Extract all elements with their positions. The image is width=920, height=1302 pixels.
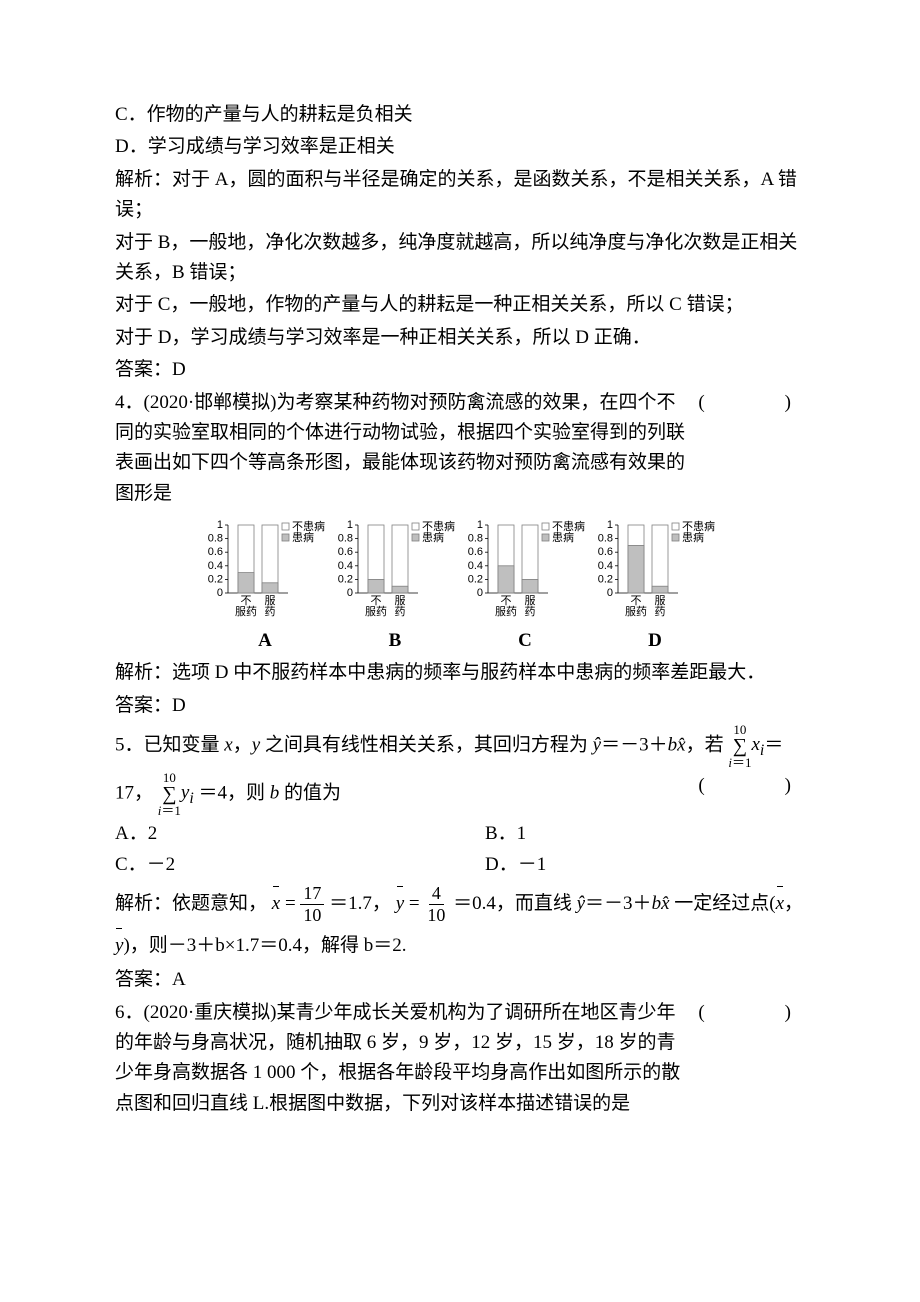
q3-option-c: C．作物的产量与人的耕耘是负相关 <box>115 100 805 130</box>
q5-option-b: B．1 <box>485 819 805 849</box>
chart-svg: 10.80.60.40.20 不患病 患病 不 服药 服 药 <box>200 515 330 625</box>
svg-text:患病: 患病 <box>552 530 574 544</box>
svg-text:0.8: 0.8 <box>598 533 613 545</box>
svg-text:0.6: 0.6 <box>468 546 483 558</box>
chart-label: C <box>460 626 590 656</box>
svg-text:0.2: 0.2 <box>208 573 223 585</box>
sum-xi: 10∑i＝1 xi <box>728 723 764 769</box>
svg-text:药: 药 <box>525 605 536 618</box>
svg-text:服药: 服药 <box>235 605 257 618</box>
q6-stem: 6．(2020·重庆模拟)某青少年成长关爱机构为了调研所在地区青少年的年龄与身高… <box>115 998 805 1120</box>
svg-text:患病: 患病 <box>422 530 444 544</box>
chart-label: B <box>330 626 460 656</box>
chart-label: A <box>200 626 330 656</box>
svg-text:0.8: 0.8 <box>208 533 223 545</box>
q5-solution-line1: 解析：依题意知， x = 1710 ＝1.7， y = 410 ＝0.4，而直线… <box>115 884 805 925</box>
svg-text:0: 0 <box>607 587 613 599</box>
q4-chart-d: 10.80.60.40.20 不患病 患病 不 服药 服 药 D <box>590 515 720 656</box>
svg-text:药: 药 <box>655 605 666 618</box>
q4-solution: 解析：选项 D 中不服药样本中患病的频率与服药样本中患病的频率差距最大． <box>115 658 805 688</box>
svg-text:0.8: 0.8 <box>338 533 353 545</box>
q5-option-c: C．－2 <box>115 850 485 880</box>
q3-solution-c: 对于 C，一般地，作物的产量与人的耕耘是一种正相关关系，所以 C 错误； <box>115 290 805 320</box>
svg-text:服药: 服药 <box>495 605 517 618</box>
q3-solution-a: 解析：对于 A，圆的面积与半径是确定的关系，是函数关系，不是相关关系，A 错误； <box>115 165 805 226</box>
q5-pre: 5．已知变量 <box>115 735 224 756</box>
svg-text:不患病: 不患病 <box>292 519 325 533</box>
q6-paren: ( ) <box>698 998 805 1120</box>
q4-stem-text: 4．(2020·邯郸模拟)为考察某种药物对预防禽流感的效果，在四个不同的实验室取… <box>115 388 688 510</box>
q4-paren: ( ) <box>698 388 805 510</box>
q5-option-d: D．－1 <box>485 850 805 880</box>
svg-text:0.8: 0.8 <box>468 533 483 545</box>
svg-text:1: 1 <box>217 519 223 531</box>
frac-17-10: 1710 <box>300 884 324 925</box>
q5-stem-line2: 17， 10∑i＝1 yi ＝4，则 b 的值为 ( ) <box>115 771 805 817</box>
svg-text:0.6: 0.6 <box>598 546 613 558</box>
q5-solution-line2: y)，则－3＋b×1.7＝0.4，解得 b＝2. <box>115 931 805 961</box>
q3-option-d: D．学习成绩与学习效率是正相关 <box>115 132 805 162</box>
q5-stem-line1: 5．已知变量 x，y 之间具有线性相关关系，其回归方程为 ŷ＝－3＋bx̂，若 … <box>115 723 805 769</box>
chart-svg: 10.80.60.40.20 不患病 患病 不 服药 服 药 <box>460 515 590 625</box>
svg-text:1: 1 <box>607 519 613 531</box>
q5-options-row1: A．2 B．1 <box>115 819 805 849</box>
sum-yi: 10∑i＝1 yi <box>158 771 194 817</box>
chart-svg: 10.80.60.40.20 不患病 患病 不 服药 服 药 <box>590 515 720 625</box>
q3-solution-d: 对于 D，学习成绩与学习效率是一种正相关关系，所以 D 正确． <box>115 323 805 353</box>
q4-charts-row: 10.80.60.40.20 不患病 患病 不 服药 服 药 A 1 <box>115 515 805 656</box>
svg-text:0: 0 <box>347 587 353 599</box>
svg-text:药: 药 <box>265 605 276 618</box>
svg-text:0.4: 0.4 <box>598 560 613 572</box>
q5-options-row2: C．－2 D．－1 <box>115 850 805 880</box>
svg-text:0.6: 0.6 <box>208 546 223 558</box>
svg-text:0.4: 0.4 <box>468 560 483 572</box>
var-x: x <box>224 735 232 756</box>
q4-chart-b: 10.80.60.40.20 不患病 患病 不 服药 服 药 B <box>330 515 460 656</box>
svg-text:1: 1 <box>347 519 353 531</box>
svg-text:0.2: 0.2 <box>468 573 483 585</box>
frac-4-10: 410 <box>424 884 448 925</box>
q4-answer: 答案：D <box>115 691 805 721</box>
chart-label: D <box>590 626 720 656</box>
q3-answer: 答案：D <box>115 355 805 385</box>
svg-text:服药: 服药 <box>365 605 387 618</box>
svg-text:患病: 患病 <box>292 530 314 544</box>
q4-stem: 4．(2020·邯郸模拟)为考察某种药物对预防禽流感的效果，在四个不同的实验室取… <box>115 388 805 510</box>
svg-text:0.4: 0.4 <box>338 560 353 572</box>
q5-option-a: A．2 <box>115 819 485 849</box>
q5-paren: ( ) <box>698 771 805 817</box>
svg-text:1: 1 <box>477 519 483 531</box>
q4-chart-c: 10.80.60.40.20 不患病 患病 不 服药 服 药 C <box>460 515 590 656</box>
chart-svg: 10.80.60.40.20 不患病 患病 不 服药 服 药 <box>330 515 460 625</box>
svg-text:0.2: 0.2 <box>598 573 613 585</box>
eq-yhat: ŷ <box>593 735 601 756</box>
svg-text:0.6: 0.6 <box>338 546 353 558</box>
svg-text:服药: 服药 <box>625 605 647 618</box>
svg-text:0: 0 <box>477 587 483 599</box>
svg-text:不患病: 不患病 <box>682 519 715 533</box>
svg-text:0: 0 <box>217 587 223 599</box>
svg-text:不患病: 不患病 <box>422 519 455 533</box>
q4-chart-a: 10.80.60.40.20 不患病 患病 不 服药 服 药 A <box>200 515 330 656</box>
svg-text:患病: 患病 <box>682 530 704 544</box>
xbar: x <box>272 889 280 919</box>
q5-answer: 答案：A <box>115 965 805 995</box>
svg-text:0.4: 0.4 <box>208 560 223 572</box>
ybar: y <box>396 889 404 919</box>
q3-solution-b: 对于 B，一般地，净化次数越多，纯净度就越高，所以纯净度与净化次数是正相关关系，… <box>115 228 805 289</box>
q6-stem-text: 6．(2020·重庆模拟)某青少年成长关爱机构为了调研所在地区青少年的年龄与身高… <box>115 998 688 1120</box>
svg-text:不患病: 不患病 <box>552 519 585 533</box>
svg-text:药: 药 <box>395 605 406 618</box>
var-y: y <box>252 735 260 756</box>
svg-text:0.2: 0.2 <box>338 573 353 585</box>
